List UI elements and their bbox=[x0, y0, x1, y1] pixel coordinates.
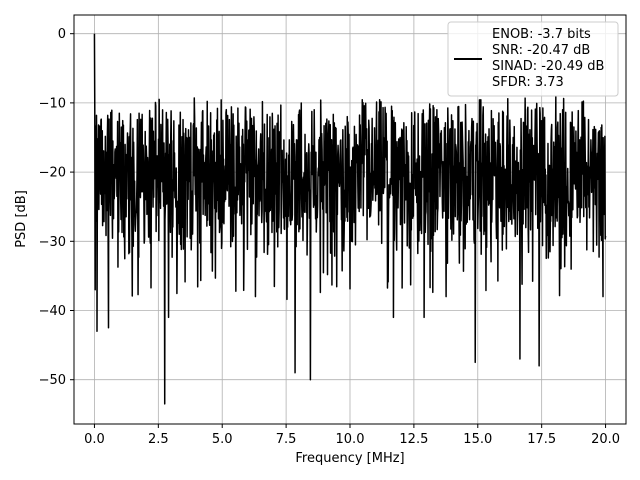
legend-entry-snr: SNR: -20.47 dB bbox=[492, 43, 590, 58]
y-tick-label: −30 bbox=[39, 235, 66, 250]
y-axis-ticks: 0 −10 −20 −30 −40 −50 bbox=[39, 27, 74, 388]
psd-line bbox=[93, 33, 607, 405]
x-axis-ticks: 0.0 2.5 5.0 7.5 10.0 12.5 15.0 17.5 20.0 bbox=[84, 424, 620, 447]
x-tick-label: 2.5 bbox=[148, 432, 169, 447]
legend-box bbox=[447, 21, 619, 97]
x-tick-label: 10.0 bbox=[336, 432, 365, 447]
x-tick-label: 5.0 bbox=[212, 432, 233, 447]
x-tick-label: 12.5 bbox=[399, 432, 428, 447]
x-axis-title: Frequency [MHz] bbox=[295, 451, 404, 466]
x-tick-label: 20.0 bbox=[591, 432, 620, 447]
x-tick-label: 17.5 bbox=[527, 432, 556, 447]
psd-series bbox=[93, 33, 607, 405]
y-tick-label: −50 bbox=[39, 373, 66, 388]
legend-entry-sinad: SINAD: -20.49 dB bbox=[492, 59, 604, 74]
y-tick-label: −40 bbox=[39, 304, 66, 319]
x-tick-label: 7.5 bbox=[276, 432, 297, 447]
y-tick-label: −20 bbox=[39, 166, 66, 181]
x-tick-label: 15.0 bbox=[463, 432, 492, 447]
y-tick-label: −10 bbox=[39, 96, 66, 111]
legend-entry-enob: ENOB: -3.7 bits bbox=[492, 27, 591, 42]
y-tick-label: 0 bbox=[58, 27, 66, 42]
y-axis-title: PSD [dB] bbox=[14, 190, 29, 248]
legend: ENOB: -3.7 bits SNR: -20.47 dB SINAD: -2… bbox=[447, 21, 619, 97]
legend-entry-sfdr: SFDR: 3.73 bbox=[492, 75, 564, 90]
x-tick-label: 0.0 bbox=[84, 432, 105, 447]
